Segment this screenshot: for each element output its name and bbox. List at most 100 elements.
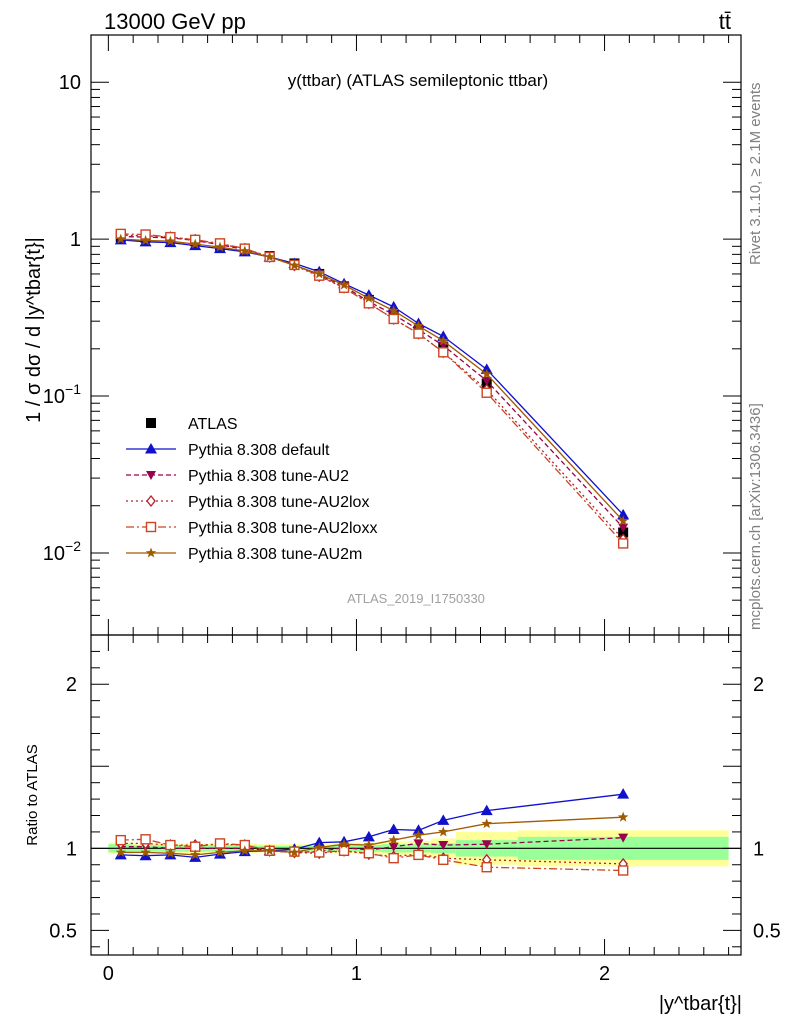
ratio-point-default-11 xyxy=(387,823,400,834)
ratio-point-default-12 xyxy=(412,824,425,835)
ratio-line-au2lox xyxy=(120,842,624,865)
legend-marker-au2 xyxy=(146,471,156,480)
xtick-label-0: 0 xyxy=(103,963,114,985)
main-ytick-label-0: 10 xyxy=(59,72,81,94)
ratio-ytick-label-right-0: 2 xyxy=(753,674,764,696)
legend-label-au2loxx: Pythia 8.308 tune-AU2loxx xyxy=(188,520,377,537)
series-line-au2lox xyxy=(120,234,624,540)
ratio-ytick-label-right-2: 0.5 xyxy=(753,920,781,942)
ratio-y-axis-label: Ratio to ATLAS xyxy=(24,744,41,845)
point-au2m-9 xyxy=(338,279,350,290)
point-au2m-10 xyxy=(363,292,375,303)
series-line-au2 xyxy=(120,235,624,529)
ratio-point-au2m-3 xyxy=(189,849,201,860)
ratio-point-au2m-15 xyxy=(617,811,629,822)
ratio-point-au2-15 xyxy=(618,833,629,843)
ratio-point-au2m-9 xyxy=(338,838,350,849)
ratio-point-au2loxx-10 xyxy=(363,848,375,859)
ratio-point-au2-12 xyxy=(413,839,424,849)
ratio-point-au2m-0 xyxy=(115,846,126,857)
ratio-point-default-1 xyxy=(139,849,152,861)
ratio-point-au2-11 xyxy=(388,842,399,852)
legend-label-au2m: Pythia 8.308 tune-AU2m xyxy=(188,546,362,563)
series-line-au2m xyxy=(120,238,624,522)
legend-marker-au2lox xyxy=(146,494,156,508)
legend-item-au2lox: Pythia 8.308 tune-AU2lox xyxy=(126,494,369,511)
legend-label-au2: Pythia 8.308 tune-AU2 xyxy=(188,468,349,485)
ratio-point-au2loxx-13 xyxy=(438,854,449,866)
ratio-point-au2m-12 xyxy=(413,829,424,840)
legend-marker-default xyxy=(145,443,157,454)
ratio-point-au2-13 xyxy=(438,841,449,851)
point-au2m-0 xyxy=(115,233,126,244)
ratio-plot-frame xyxy=(90,634,742,956)
ratio-point-au2m-8 xyxy=(314,842,325,852)
legend-label-atlas: ATLAS xyxy=(188,416,238,433)
point-au2-14 xyxy=(481,376,492,386)
point-au2m-15 xyxy=(617,515,629,526)
legend-marker-au2loxx xyxy=(145,521,157,533)
ratio-plot-content xyxy=(91,788,741,876)
ratio-point-au2m-2 xyxy=(165,847,176,858)
ratio-point-au2loxx-12 xyxy=(413,849,424,861)
ratio-point-au2-14 xyxy=(481,840,492,850)
ratio-point-au2loxx-1 xyxy=(140,834,151,845)
ratio-point-au2m-14 xyxy=(481,818,492,829)
main-ytick-label-1: 1 xyxy=(70,229,81,251)
xtick-label-1: 1 xyxy=(351,963,362,985)
ratio-point-au2m-5 xyxy=(239,845,251,856)
legend-marker-atlas xyxy=(146,418,156,428)
ratio-point-au2m-10 xyxy=(363,839,375,850)
ratio-point-au2loxx-15 xyxy=(617,865,629,876)
legend-item-default: Pythia 8.308 default xyxy=(126,442,330,459)
xtick-label-2: 2 xyxy=(599,963,610,985)
ratio-point-au2loxx-14 xyxy=(481,862,492,873)
header-process: tt̄ xyxy=(719,9,731,34)
point-au2loxx-15 xyxy=(617,538,629,549)
point-au2m-11 xyxy=(388,305,399,316)
header-energy: 13000 GeV pp xyxy=(104,9,246,34)
point-au2m-6 xyxy=(264,251,275,262)
ratio-line-default xyxy=(120,793,624,859)
legend-label-default: Pythia 8.308 default xyxy=(188,442,330,459)
mcplots-label: mcplots.cern.ch [arXiv:1306.3436] xyxy=(747,403,764,630)
legend-item-au2loxx: Pythia 8.308 tune-AU2loxx xyxy=(126,520,377,537)
point-au2m-4 xyxy=(214,241,226,252)
point-au2m-3 xyxy=(189,238,201,249)
point-au2-15 xyxy=(618,523,629,533)
point-au2m-2 xyxy=(165,235,176,246)
ratio-point-default-8 xyxy=(313,836,326,848)
point-au2m-8 xyxy=(314,268,325,279)
ratio-axis-ticks: 2 2 1 1 0.5 0.5 0 1 2 xyxy=(49,635,781,985)
main-axis-ticks: 10 1 10−1 10−2 xyxy=(43,34,741,636)
ratio-ytick-label-left-1: 1 xyxy=(66,838,77,860)
point-au2m-14 xyxy=(481,368,492,379)
ratio-ytick-label-right-1: 1 xyxy=(753,838,764,860)
ratio-point-au2loxx-4 xyxy=(214,838,226,849)
ratio-line-au2m xyxy=(120,816,624,856)
point-au2m-1 xyxy=(140,235,151,245)
ratio-point-default-14 xyxy=(480,804,493,816)
point-au2m-12 xyxy=(413,320,424,331)
point-au2loxx-12 xyxy=(413,328,424,339)
main-ytick-label-3: 10−2 xyxy=(43,538,81,565)
x-axis-label: |y^tbar{t}| xyxy=(659,993,742,1015)
legend-item-au2: Pythia 8.308 tune-AU2 xyxy=(126,468,349,485)
ratio-point-au2loxx-0 xyxy=(115,834,126,846)
ratio-point-au2m-6 xyxy=(264,845,275,856)
ratio-point-au2loxx-9 xyxy=(338,845,350,856)
point-au2loxx-11 xyxy=(388,313,399,325)
ratio-point-au2m-1 xyxy=(140,846,151,857)
y-axis-label: 1 / σ dσ / d |y^tbar{t}| xyxy=(23,237,45,423)
ratio-point-default-15 xyxy=(617,788,630,799)
ratio-ytick-label-left-0: 2 xyxy=(66,674,77,696)
ratio-point-default-13 xyxy=(437,814,450,825)
main-plot-title: y(ttbar) (ATLAS semileptonic ttbar) xyxy=(288,71,548,90)
point-au2m-13 xyxy=(438,335,449,346)
main-ytick-label-2: 10−1 xyxy=(43,381,81,408)
ratio-point-au2loxx-11 xyxy=(388,852,399,864)
main-plot-content xyxy=(114,228,630,549)
watermark: ATLAS_2019_I1750330 xyxy=(347,591,485,606)
ratio-point-au2m-11 xyxy=(388,834,399,845)
